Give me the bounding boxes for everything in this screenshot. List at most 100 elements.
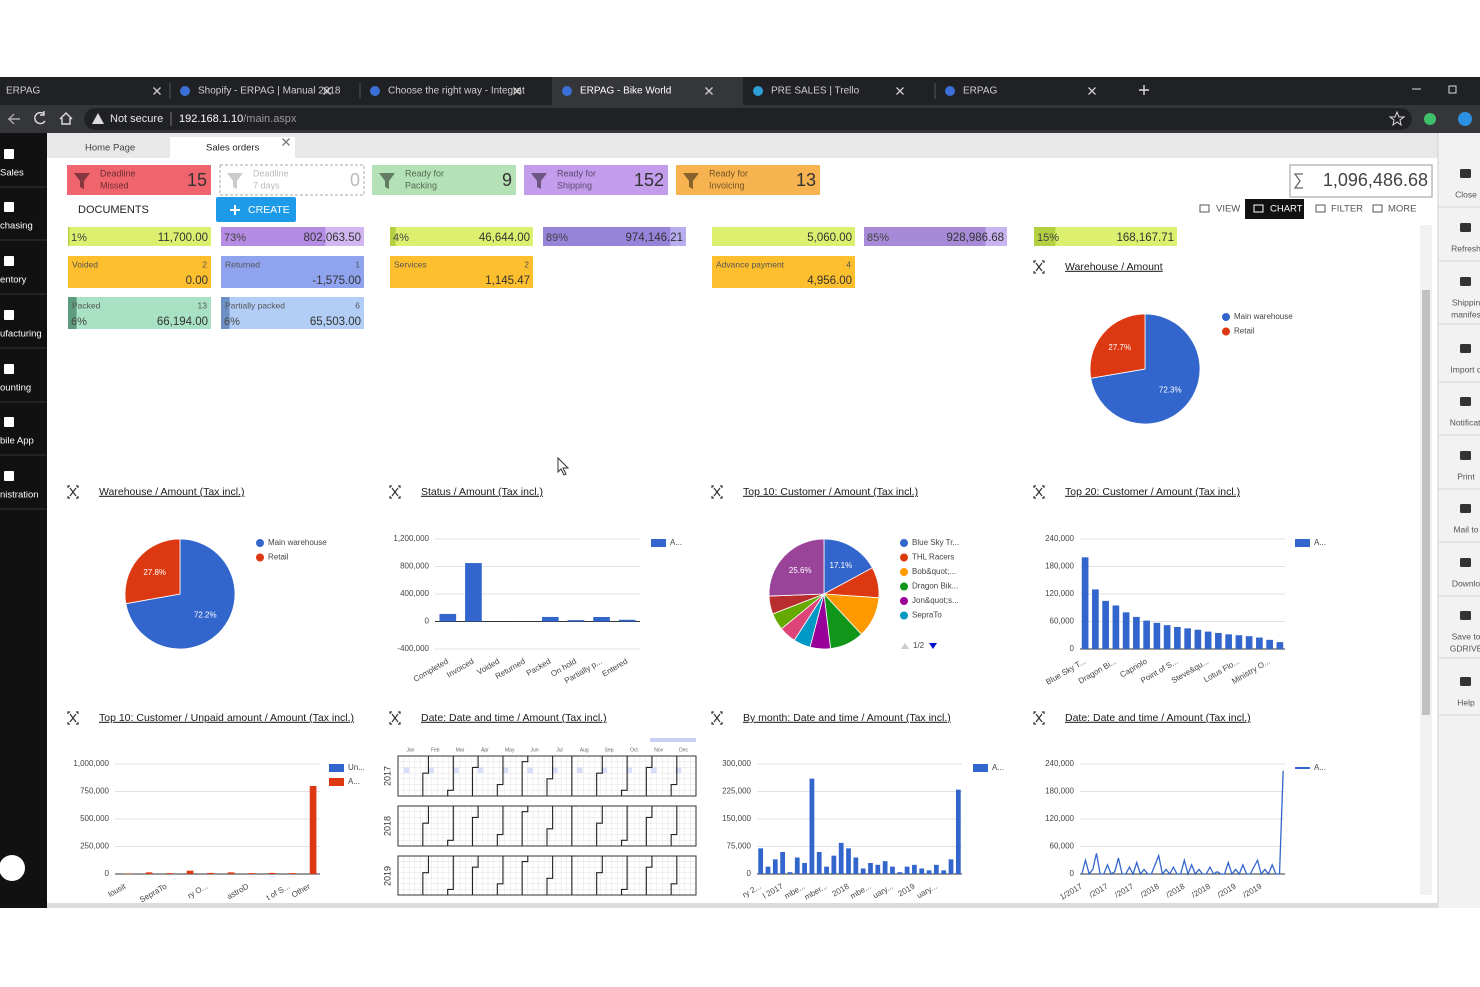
chart-title[interactable]: Top 10: Customer / Unpaid amount / Amoun… bbox=[99, 712, 354, 724]
chart-title[interactable]: By month: Date and time / Amount (Tax in… bbox=[743, 712, 951, 724]
toolbar-icon bbox=[1460, 558, 1471, 567]
chart-title[interactable]: Top 20: Customer / Amount (Tax incl.) bbox=[1065, 486, 1240, 498]
tile-amount: -1,575.00 bbox=[312, 275, 361, 287]
month-label: Nov bbox=[654, 747, 663, 753]
expand-icon[interactable] bbox=[711, 485, 723, 499]
create-label[interactable]: CREATE bbox=[248, 204, 290, 216]
tile-count: 13 bbox=[198, 300, 208, 310]
toolbar-label[interactable]: Help bbox=[1457, 697, 1475, 707]
create-button[interactable] bbox=[216, 197, 296, 222]
toolbar-label[interactable]: Downlo bbox=[1452, 578, 1480, 588]
view-option[interactable]: FILTER bbox=[1331, 204, 1363, 215]
close-icon[interactable] bbox=[705, 87, 713, 95]
view-option[interactable]: VIEW bbox=[1216, 204, 1240, 215]
scrollbar-thumb[interactable] bbox=[1422, 290, 1430, 715]
sidebar-item[interactable]: Sales bbox=[0, 168, 24, 179]
close-icon[interactable] bbox=[1088, 87, 1096, 95]
bar bbox=[816, 852, 822, 874]
sidebar-item[interactable]: nistration bbox=[0, 490, 39, 501]
pager-prev[interactable] bbox=[901, 643, 909, 649]
sidebar-item[interactable]: chasing bbox=[0, 221, 33, 232]
tile[interactable] bbox=[390, 256, 533, 288]
tab-title[interactable]: PRE SALES | Trello bbox=[771, 86, 860, 97]
toolbar-label[interactable]: Print bbox=[1457, 471, 1475, 481]
toolbar-label[interactable]: Refresh bbox=[1451, 243, 1480, 253]
omnibox[interactable] bbox=[84, 108, 1412, 130]
bar bbox=[1122, 612, 1130, 649]
sidebar-item[interactable]: bile App bbox=[0, 436, 34, 447]
tile-label: Packed bbox=[72, 300, 101, 310]
filter-label: Ready for bbox=[709, 168, 748, 178]
toolbar-label[interactable]: Import d bbox=[1450, 364, 1480, 374]
y-tick-label: 750,000 bbox=[80, 787, 109, 796]
sidebar-item[interactable]: ounting bbox=[0, 383, 31, 394]
tile[interactable] bbox=[68, 256, 211, 288]
sidebar-item[interactable]: ufacturing bbox=[0, 329, 42, 340]
tab-title[interactable]: ERPAG bbox=[963, 86, 997, 97]
tile[interactable] bbox=[712, 256, 855, 288]
tab-title[interactable]: ERPAG bbox=[6, 86, 40, 97]
chart-title[interactable]: Warehouse / Amount bbox=[1065, 261, 1163, 273]
pager-next[interactable] bbox=[929, 643, 937, 649]
back-icon[interactable] bbox=[8, 113, 20, 125]
chart-title[interactable]: Warehouse / Amount (Tax incl.) bbox=[99, 486, 245, 498]
profile-icon[interactable] bbox=[1458, 112, 1472, 126]
toolbar-label[interactable]: Notificati bbox=[1450, 417, 1480, 427]
toolbar-label[interactable]: Close bbox=[1455, 189, 1477, 199]
close-icon[interactable] bbox=[513, 87, 521, 95]
new-tab-icon[interactable] bbox=[1139, 85, 1149, 95]
bar bbox=[802, 863, 807, 874]
tab-title[interactable]: Choose the right way - Integrat bbox=[388, 86, 525, 97]
toolbar-label[interactable]: Mail to bbox=[1453, 524, 1478, 534]
tile[interactable] bbox=[221, 297, 364, 329]
restore-icon[interactable] bbox=[1448, 85, 1457, 94]
tile[interactable] bbox=[390, 227, 533, 246]
toolbar-label[interactable]: GDRIVE bbox=[1450, 643, 1480, 653]
status-filter[interactable] bbox=[67, 165, 211, 195]
close-icon[interactable] bbox=[153, 87, 161, 95]
view-option[interactable]: MORE bbox=[1388, 204, 1417, 215]
close-icon[interactable] bbox=[282, 138, 290, 146]
tile[interactable] bbox=[68, 297, 211, 329]
status-filter[interactable] bbox=[219, 164, 365, 196]
status-filter[interactable] bbox=[524, 165, 668, 195]
expand-icon[interactable] bbox=[389, 485, 401, 499]
chat-button[interactable] bbox=[0, 855, 25, 881]
expand-icon[interactable] bbox=[67, 485, 79, 499]
status-filter[interactable] bbox=[676, 165, 820, 195]
status-filter[interactable] bbox=[372, 165, 516, 195]
view-option[interactable]: CHART bbox=[1270, 204, 1303, 215]
reload-icon[interactable] bbox=[34, 111, 46, 125]
tab-title[interactable]: ERPAG - Bike World bbox=[580, 86, 671, 97]
expand-icon[interactable] bbox=[67, 711, 79, 725]
bookmark-icon[interactable] bbox=[1388, 110, 1406, 127]
tile[interactable] bbox=[1034, 227, 1177, 246]
expand-icon[interactable] bbox=[1033, 711, 1045, 725]
chart-toggle[interactable] bbox=[1245, 199, 1304, 219]
page-tab[interactable]: Sales orders bbox=[206, 143, 260, 154]
toolbar-label[interactable]: Save to bbox=[1452, 631, 1480, 641]
tile-amount: 5,060.00 bbox=[807, 232, 852, 244]
expand-icon[interactable] bbox=[389, 711, 401, 725]
toolbar-label[interactable]: manifes bbox=[1451, 309, 1480, 319]
sidebar bbox=[0, 133, 47, 908]
close-icon[interactable] bbox=[896, 87, 904, 95]
chart-title[interactable]: Status / Amount (Tax incl.) bbox=[421, 486, 543, 498]
tile[interactable] bbox=[221, 256, 364, 288]
tile[interactable] bbox=[712, 227, 855, 246]
home-icon[interactable] bbox=[59, 112, 73, 125]
sidebar-item[interactable]: entory bbox=[0, 275, 27, 286]
chart-title[interactable]: Top 10: Customer / Amount (Tax incl.) bbox=[743, 486, 918, 498]
close-icon[interactable] bbox=[323, 87, 331, 95]
chart-title[interactable]: Date: Date and time / Amount (Tax incl.) bbox=[1065, 712, 1251, 724]
expand-icon[interactable] bbox=[711, 711, 723, 725]
expand-icon[interactable] bbox=[1033, 260, 1045, 274]
tile[interactable] bbox=[68, 227, 211, 246]
chart-title[interactable]: Date: Date and time / Amount (Tax incl.) bbox=[421, 712, 607, 724]
tile-count: 1 bbox=[355, 259, 360, 269]
toolbar-label[interactable]: Shippin bbox=[1452, 297, 1480, 307]
tab-title[interactable]: Shopify - ERPAG | Manual 2018 bbox=[198, 86, 341, 97]
page-tab[interactable]: Home Page bbox=[85, 143, 135, 154]
extension-icon[interactable] bbox=[1424, 113, 1436, 125]
expand-icon[interactable] bbox=[1033, 485, 1045, 499]
